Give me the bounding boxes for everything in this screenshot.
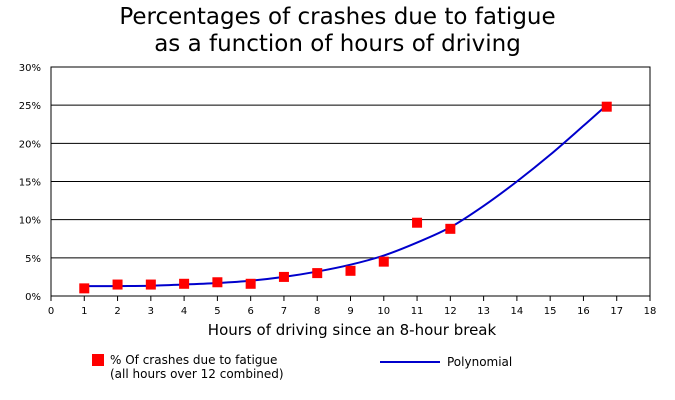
chart-title-line-1: Percentages of crashes due to fatigue	[119, 4, 556, 30]
y-tick-label: 30%	[19, 63, 41, 74]
x-tick-label: 9	[347, 306, 353, 317]
x-tick-label: 3	[148, 306, 154, 317]
x-tick-label: 18	[644, 306, 657, 317]
x-tick-label: 12	[444, 306, 457, 317]
data-point-marker	[345, 265, 356, 276]
x-tick-label: 14	[511, 306, 524, 317]
y-tick-label: 0%	[25, 292, 41, 303]
data-point-marker	[445, 223, 456, 234]
gridlines	[51, 66, 650, 297]
legend-line-swatch	[380, 361, 440, 363]
chart-title: Percentages of crashes due to fatigue as…	[0, 4, 675, 58]
y-tick-label: 25%	[19, 101, 41, 112]
x-tick-label: 0	[48, 306, 54, 317]
x-tick-label: 6	[247, 306, 253, 317]
data-point-marker	[245, 278, 256, 289]
x-tick-label: 2	[114, 306, 120, 317]
x-tick-label: 8	[314, 306, 320, 317]
data-point-marker	[212, 277, 223, 288]
data-point-marker	[179, 278, 190, 289]
data-point-marker	[601, 101, 612, 112]
y-tick-label: 10%	[19, 216, 41, 227]
data-point-marker	[278, 271, 289, 282]
x-axis-label: Hours of driving since an 8-hour break	[208, 321, 497, 339]
polynomial-line	[84, 104, 608, 288]
data-point-marker	[378, 256, 389, 267]
x-tick-label: 13	[477, 306, 490, 317]
x-tick-label: 5	[214, 306, 220, 317]
polynomial-trend-line	[84, 104, 608, 288]
crash-percentage-markers	[79, 101, 612, 294]
x-tick-label: 15	[544, 306, 557, 317]
y-tick-label: 20%	[19, 139, 41, 150]
legend-label-polynomial: Polynomial	[447, 355, 513, 369]
data-point-marker	[79, 283, 90, 294]
x-tick-label: 1	[81, 306, 87, 317]
y-tick-label: 15%	[19, 178, 41, 189]
data-point-marker	[412, 217, 423, 228]
y-axis-tick-labels: 0% 5% 10% 15% 20% 25% 30%	[19, 63, 41, 303]
legend-marker-swatch	[92, 354, 104, 366]
x-tick-label: 16	[577, 306, 590, 317]
x-axis-ticks	[50, 296, 651, 301]
data-point-marker	[112, 279, 123, 290]
x-tick-label: 17	[610, 306, 623, 317]
data-point-marker	[145, 279, 156, 290]
x-tick-label: 11	[411, 306, 424, 317]
x-tick-label: 4	[181, 306, 187, 317]
x-axis-tick-labels: 0 1 2 3 4 5 6 7 8 9 10 11 12 13 14 15 16 17 18	[48, 306, 657, 317]
data-point-marker	[312, 268, 323, 279]
y-tick-label: 5%	[25, 254, 41, 265]
legend-label-crash-percentage: % Of crashes due to fatigue (all hours o…	[110, 353, 284, 381]
chart-title-line-2: as a function of hours of driving	[154, 31, 521, 57]
x-tick-label: 7	[281, 306, 287, 317]
x-tick-label: 10	[377, 306, 390, 317]
